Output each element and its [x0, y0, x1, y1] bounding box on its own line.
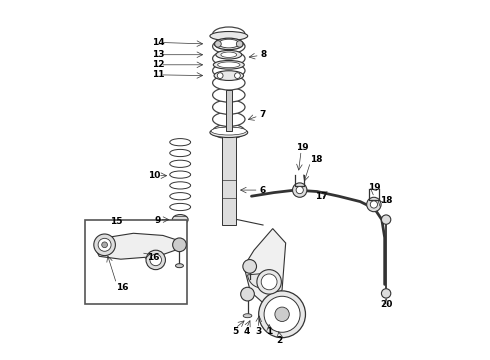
- Text: 9: 9: [154, 216, 161, 225]
- Circle shape: [236, 41, 243, 47]
- Ellipse shape: [170, 139, 191, 146]
- Ellipse shape: [213, 60, 245, 69]
- Circle shape: [293, 183, 307, 197]
- Ellipse shape: [170, 182, 191, 189]
- Circle shape: [146, 250, 166, 270]
- Ellipse shape: [213, 100, 245, 114]
- Text: 10: 10: [148, 171, 161, 180]
- Text: 7: 7: [259, 110, 266, 119]
- Text: 20: 20: [380, 300, 392, 309]
- Ellipse shape: [221, 52, 237, 58]
- Text: 6: 6: [259, 186, 266, 195]
- Circle shape: [235, 73, 240, 78]
- Text: 19: 19: [368, 184, 380, 193]
- Text: 11: 11: [152, 71, 165, 80]
- Text: 8: 8: [261, 50, 267, 59]
- Text: 18: 18: [380, 197, 393, 205]
- Text: 12: 12: [152, 60, 165, 69]
- Wedge shape: [247, 274, 276, 288]
- Ellipse shape: [170, 193, 191, 200]
- Ellipse shape: [214, 71, 244, 81]
- Ellipse shape: [172, 215, 188, 225]
- Ellipse shape: [213, 27, 245, 41]
- Ellipse shape: [213, 39, 245, 54]
- Ellipse shape: [170, 160, 191, 167]
- Circle shape: [261, 274, 277, 290]
- Ellipse shape: [213, 112, 245, 126]
- Bar: [85, 220, 187, 304]
- Ellipse shape: [213, 63, 245, 78]
- Circle shape: [241, 287, 254, 301]
- Circle shape: [275, 307, 289, 321]
- Ellipse shape: [170, 171, 191, 178]
- Text: 3: 3: [255, 328, 262, 336]
- Circle shape: [215, 41, 221, 47]
- Text: 2: 2: [276, 336, 283, 345]
- Circle shape: [296, 186, 303, 194]
- Circle shape: [217, 73, 223, 78]
- Ellipse shape: [170, 149, 191, 157]
- Circle shape: [370, 201, 377, 208]
- Ellipse shape: [211, 127, 246, 135]
- Ellipse shape: [175, 264, 183, 268]
- Polygon shape: [95, 233, 178, 259]
- Circle shape: [150, 254, 162, 266]
- Ellipse shape: [218, 62, 240, 68]
- Text: 17: 17: [316, 192, 328, 201]
- Ellipse shape: [213, 124, 245, 139]
- Text: 5: 5: [232, 328, 239, 336]
- Circle shape: [243, 260, 257, 273]
- Circle shape: [102, 242, 107, 248]
- Circle shape: [259, 291, 305, 338]
- Text: 14: 14: [152, 38, 165, 47]
- Circle shape: [257, 270, 281, 294]
- Ellipse shape: [213, 76, 245, 90]
- Ellipse shape: [216, 50, 242, 59]
- Text: 18: 18: [311, 155, 323, 163]
- Ellipse shape: [215, 38, 243, 50]
- Text: 1: 1: [267, 328, 272, 336]
- Text: 15: 15: [110, 217, 122, 226]
- Ellipse shape: [243, 314, 252, 318]
- Circle shape: [264, 296, 300, 332]
- Text: 16: 16: [147, 253, 160, 262]
- Bar: [226, 90, 232, 131]
- Ellipse shape: [170, 203, 191, 211]
- Circle shape: [381, 289, 391, 298]
- Circle shape: [381, 215, 391, 224]
- Text: 4: 4: [243, 328, 249, 336]
- Ellipse shape: [210, 127, 248, 138]
- Circle shape: [367, 197, 381, 212]
- Bar: [221, 135, 236, 225]
- Circle shape: [94, 234, 116, 256]
- Ellipse shape: [213, 88, 245, 102]
- Text: 13: 13: [152, 50, 165, 59]
- Circle shape: [172, 238, 186, 252]
- Circle shape: [98, 238, 111, 251]
- Ellipse shape: [219, 39, 239, 48]
- Ellipse shape: [213, 51, 245, 66]
- Polygon shape: [244, 229, 286, 306]
- Ellipse shape: [210, 32, 248, 41]
- Text: 19: 19: [295, 143, 308, 152]
- Text: 16: 16: [117, 283, 129, 292]
